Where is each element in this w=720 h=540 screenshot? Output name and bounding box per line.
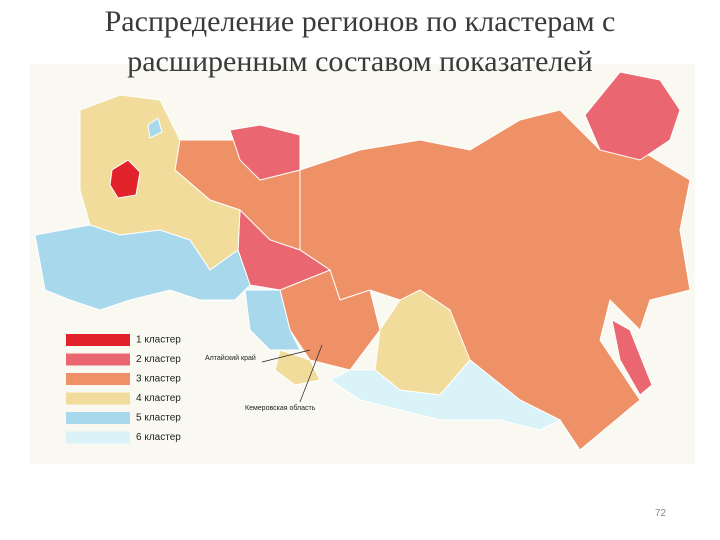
page-number: 72 xyxy=(655,508,667,519)
annotation-line xyxy=(299,344,323,403)
region xyxy=(34,224,251,311)
region xyxy=(584,71,681,161)
legend-swatch xyxy=(66,392,130,405)
region xyxy=(611,319,653,396)
annotation: Кемеровская область xyxy=(245,404,316,412)
legend-swatch xyxy=(66,412,130,424)
legend-label: 4 кластер xyxy=(136,393,181,404)
legend-label: 2 кластер xyxy=(136,354,181,365)
region xyxy=(147,117,163,139)
legend-swatch xyxy=(66,334,130,346)
legend-swatch xyxy=(66,431,130,444)
region xyxy=(244,289,301,351)
legend-label: 5 кластер xyxy=(136,413,181,424)
legend-swatch xyxy=(66,373,130,385)
region xyxy=(329,359,562,431)
legend-label: 3 кластер xyxy=(136,374,181,385)
legend-label: 1 кластер xyxy=(136,335,181,346)
region xyxy=(109,159,141,199)
region xyxy=(229,124,301,181)
annotation: Алтайский край xyxy=(205,354,256,362)
region xyxy=(299,109,691,451)
title-line: Распределение регионов по кластерам с xyxy=(104,5,616,38)
title: Распределение регионов по кластерам с ра… xyxy=(0,2,720,82)
legend-label: 6 кластер xyxy=(136,432,181,443)
title-line: расширенным составом показателей xyxy=(127,45,593,78)
annotation-line xyxy=(261,349,311,363)
legend-swatch xyxy=(66,353,130,366)
